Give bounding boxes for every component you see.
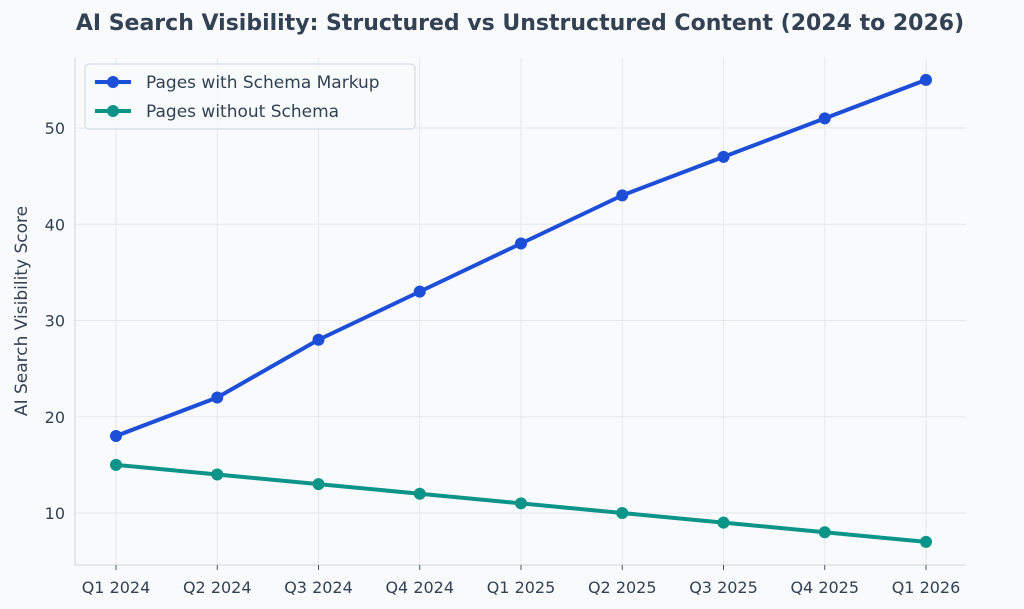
legend-box: [84, 63, 416, 130]
x-axis-ticks: Q1 2024 Q2 2024 Q3 2024 Q4 2024 Q1 2025 Q2 20…: [82, 565, 961, 597]
data-point: [920, 535, 932, 548]
legend-label: Pages with Schema Markup: [146, 73, 380, 93]
data-point: [717, 150, 730, 163]
data-point: [515, 497, 527, 510]
y-tick-label: 20: [45, 408, 65, 427]
x-tick-label: Q1 2025: [487, 578, 556, 597]
y-axis-ticks: 10 20 30 40 50: [45, 119, 65, 523]
data-point: [920, 73, 932, 86]
legend: Pages with Schema Markup Pages without Sc…: [84, 63, 416, 130]
legend-marker: [107, 76, 119, 88]
data-point: [616, 507, 629, 519]
data-point: [413, 285, 426, 298]
x-tick-label: Q2 2025: [588, 578, 657, 597]
data-point: [413, 487, 426, 500]
legend-label: Pages without Schema: [146, 102, 339, 122]
series-group: [110, 73, 932, 548]
data-point: [818, 526, 831, 539]
x-tick-label: Q3 2025: [689, 578, 758, 597]
data-point: [211, 391, 224, 404]
data-point: [312, 333, 325, 346]
legend-marker: [107, 105, 119, 117]
y-tick-label: 40: [45, 215, 65, 234]
grid: [75, 58, 966, 565]
y-tick-label: 50: [45, 119, 65, 138]
y-axis-label: AI Search Visibility Score: [12, 206, 32, 416]
data-point: [818, 112, 831, 125]
chart-title: AI Search Visibility: Structured vs Unst…: [76, 11, 964, 36]
x-tick-label: Q3 2024: [284, 578, 353, 597]
y-tick-label: 30: [45, 312, 65, 331]
data-point: [110, 458, 122, 471]
data-point: [110, 430, 122, 442]
x-tick-label: Q4 2025: [790, 578, 859, 597]
y-tick-label: 10: [45, 504, 65, 523]
data-point: [211, 468, 224, 481]
series-without-schema: [110, 458, 932, 548]
data-point: [717, 516, 730, 529]
series-with-schema: [110, 73, 932, 442]
data-point: [312, 478, 325, 491]
x-tick-label: Q4 2024: [385, 578, 454, 597]
x-tick-label: Q1 2026: [892, 578, 961, 597]
data-point: [616, 189, 629, 202]
x-tick-label: Q2 2024: [183, 578, 252, 597]
x-tick-label: Q1 2024: [82, 578, 151, 597]
data-point: [515, 237, 527, 250]
